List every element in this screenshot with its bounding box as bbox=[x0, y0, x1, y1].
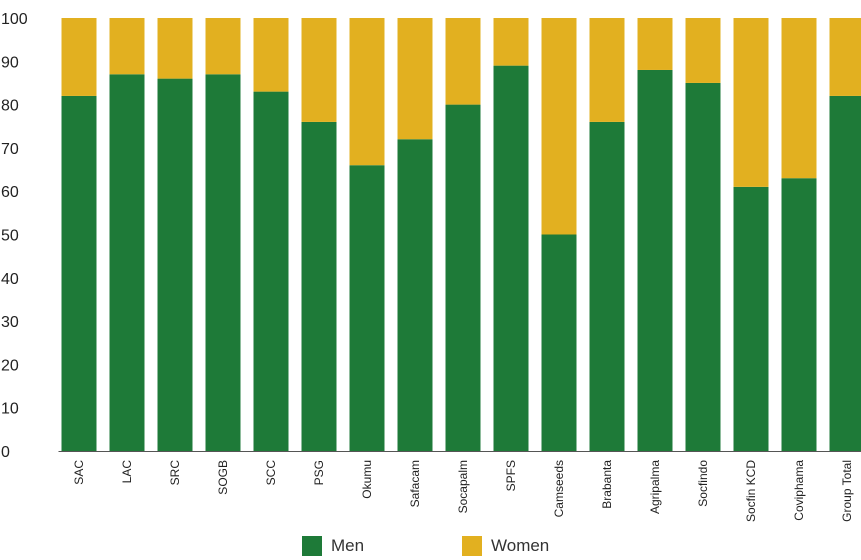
y-tick-label: 50 bbox=[1, 228, 19, 245]
x-tick-label: SOGB bbox=[216, 460, 230, 495]
y-tick-label: 30 bbox=[1, 314, 19, 331]
bar-women-psg bbox=[301, 18, 337, 122]
legend-item-men: Men bbox=[302, 536, 364, 556]
bar-women-socfin-kcd bbox=[733, 18, 769, 187]
bar-men-brabanta bbox=[589, 121, 625, 452]
bar-men-spfs bbox=[493, 65, 529, 451]
legend-swatch-men bbox=[302, 536, 322, 556]
bar-men-agripalma bbox=[637, 69, 673, 452]
x-tick-label: Group Total bbox=[840, 460, 854, 522]
x-tick-label: PSG bbox=[312, 460, 326, 485]
y-tick-label: 100 bbox=[1, 11, 28, 28]
bar-women-src bbox=[157, 18, 193, 79]
bar-men-psg bbox=[301, 121, 337, 452]
legend-label-men: Men bbox=[331, 536, 365, 555]
bar-men-sogb bbox=[205, 74, 241, 451]
x-tick-label: Socfindo bbox=[696, 460, 710, 507]
x-tick-label: Safacam bbox=[408, 460, 422, 507]
stacked-bar-chart: 0 10 20 30 40 50 60 70 80 90 100 SAC LAC SRC SOGB SCC P… bbox=[1, 11, 861, 522]
bar-men-coviphama bbox=[781, 178, 817, 451]
x-tick-label: Coviphama bbox=[792, 460, 806, 521]
x-tick-label: Socapalm bbox=[456, 460, 470, 513]
bar-men-camseeds bbox=[541, 234, 577, 451]
bar-men-okumu bbox=[349, 165, 385, 451]
y-tick-label: 90 bbox=[1, 54, 19, 71]
bar-women-socapalm bbox=[445, 18, 481, 105]
bar-women-socfindo bbox=[685, 18, 721, 83]
y-tick-label: 40 bbox=[1, 271, 19, 288]
y-tick-label: 70 bbox=[1, 141, 19, 158]
bar-women-sac bbox=[61, 18, 97, 96]
x-tick-label: SAC bbox=[72, 460, 86, 485]
x-tick-label: Agripalma bbox=[648, 460, 662, 514]
bar-women-brabanta bbox=[589, 18, 625, 122]
bar-women-lac bbox=[109, 18, 145, 75]
legend-item-women: Women bbox=[462, 536, 549, 556]
x-tick-label: Camseeds bbox=[552, 460, 566, 517]
bar-women-agripalma bbox=[637, 18, 673, 70]
x-tick-label: SRC bbox=[168, 460, 182, 486]
x-tick-label: Okumu bbox=[360, 460, 374, 499]
y-tick-label: 0 bbox=[1, 444, 10, 461]
bar-women-coviphama bbox=[781, 18, 817, 179]
bar-men-socfin-kcd bbox=[733, 186, 769, 451]
bar-men-scc bbox=[253, 91, 289, 452]
bar-women-sogb bbox=[205, 18, 241, 75]
bar-women-okumu bbox=[349, 18, 385, 166]
x-tick-label: LAC bbox=[120, 460, 134, 484]
y-tick-label: 80 bbox=[1, 98, 19, 115]
bar-men-socfindo bbox=[685, 82, 721, 451]
y-tick-label: 10 bbox=[1, 401, 19, 418]
bar-men-sac bbox=[61, 95, 97, 451]
legend: Men Women bbox=[0, 532, 861, 560]
bar-men-safacam bbox=[397, 139, 433, 452]
bar-men-src bbox=[157, 78, 193, 452]
bar-women-scc bbox=[253, 18, 289, 92]
x-tick-label: Brabanta bbox=[600, 460, 614, 509]
x-tick-label: SCC bbox=[264, 460, 278, 486]
x-axis: SAC LAC SRC SOGB SCC PSG Okumu Safacam Socapalm S… bbox=[72, 460, 854, 522]
bar-women-spfs bbox=[493, 18, 529, 66]
x-tick-label: SPFS bbox=[504, 460, 518, 491]
bar-men-group-total bbox=[829, 95, 861, 451]
bar-women-safacam bbox=[397, 18, 433, 140]
legend-label-women: Women bbox=[491, 536, 550, 555]
y-tick-label: 60 bbox=[1, 184, 19, 201]
bars bbox=[61, 18, 861, 452]
bar-women-camseeds bbox=[541, 18, 577, 235]
legend-swatch-women bbox=[462, 536, 482, 556]
bar-men-socapalm bbox=[445, 104, 481, 451]
bar-women-group-total bbox=[829, 18, 861, 96]
y-tick-label: 20 bbox=[1, 357, 19, 374]
x-tick-label: Socfin KCD bbox=[744, 460, 758, 522]
y-axis: 0 10 20 30 40 50 60 70 80 90 100 bbox=[1, 11, 28, 461]
bar-men-lac bbox=[109, 74, 145, 451]
